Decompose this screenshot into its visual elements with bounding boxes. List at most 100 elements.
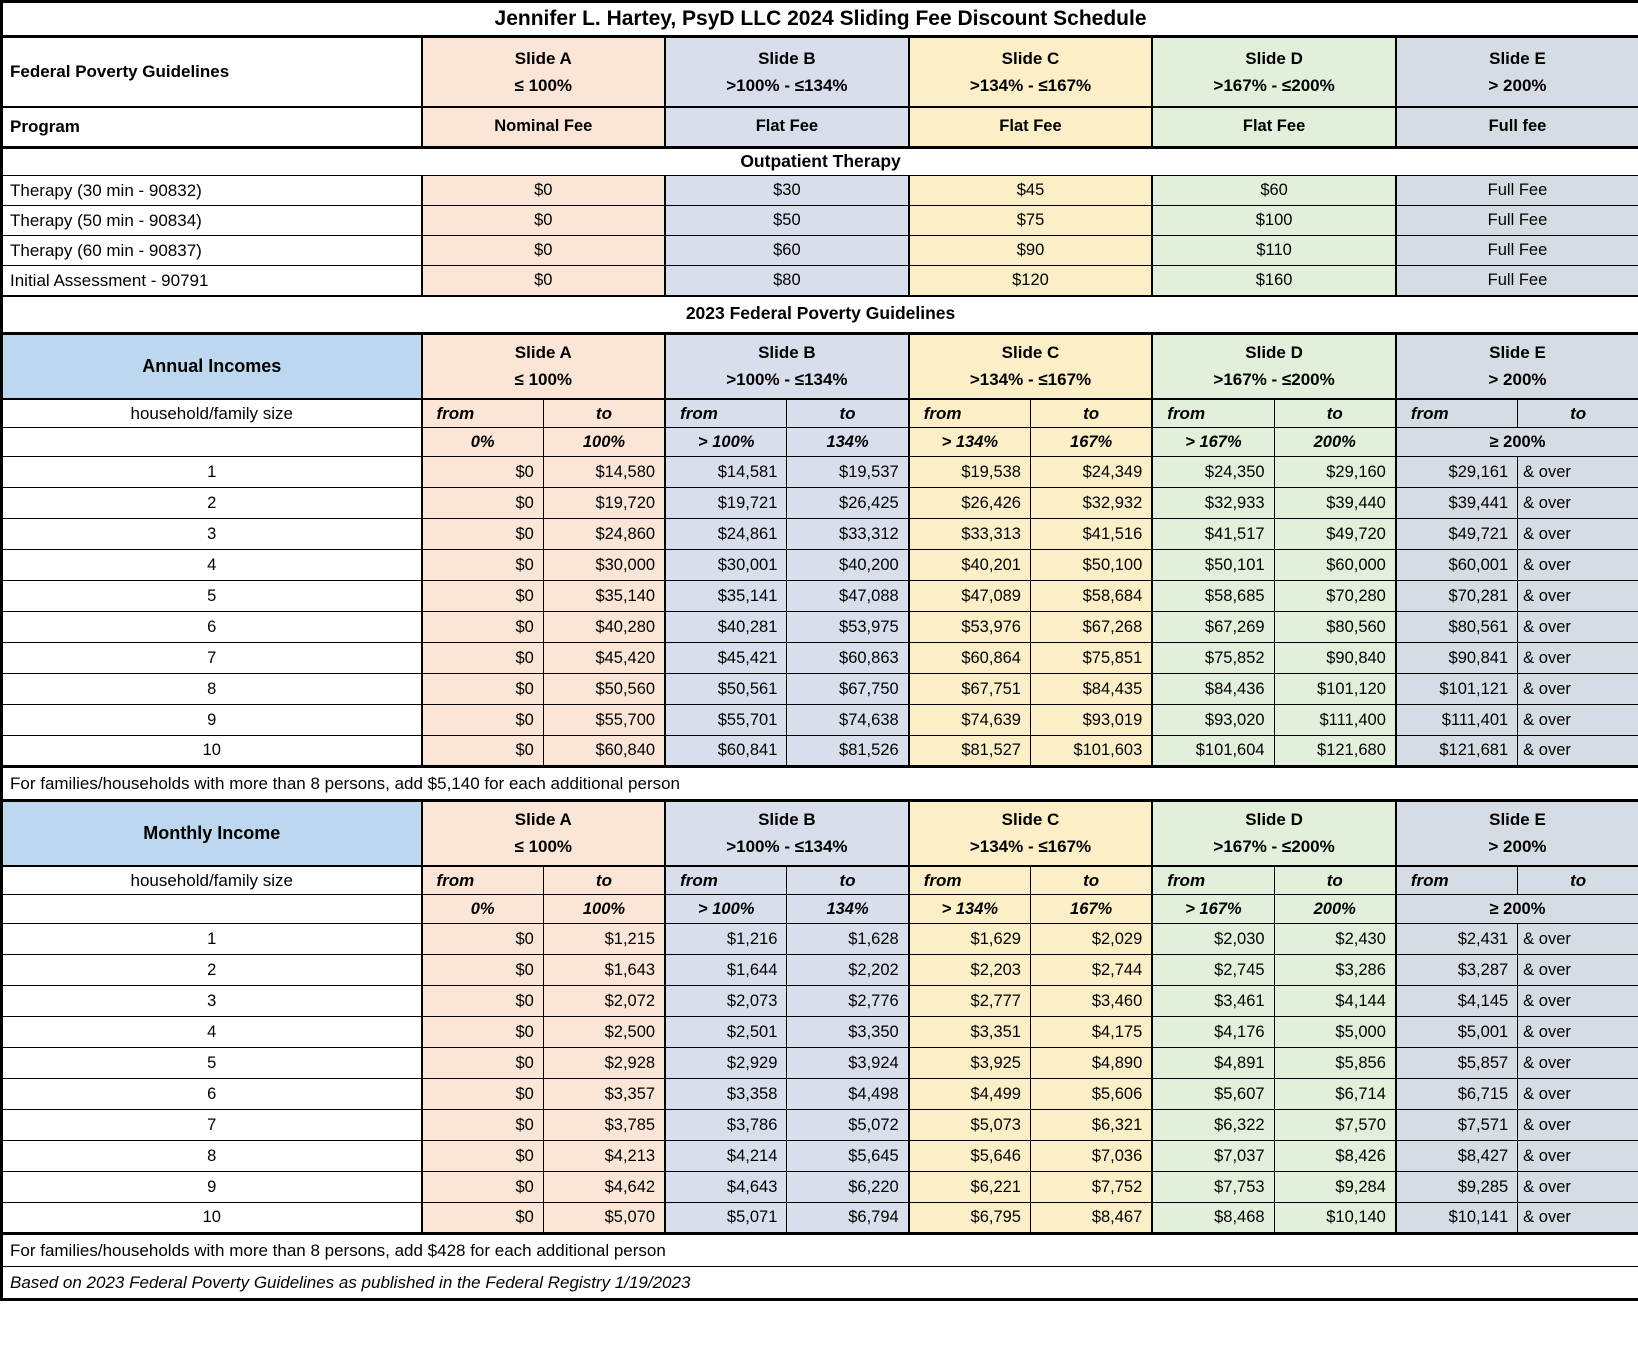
income-value-cell: $101,604 <box>1151 735 1275 767</box>
income-value-cell: $29,161 <box>1394 456 1519 488</box>
income-value-cell: $4,891 <box>1151 1047 1275 1079</box>
income-value-cell: & over <box>1517 642 1638 674</box>
income-value-cell: $4,145 <box>1394 985 1519 1017</box>
income-value-cell: $0 <box>420 1171 544 1203</box>
income-table-row: 2 $0 $19,720 $19,721 $26,425 $26,426 $32,932 $3… <box>1 487 1638 519</box>
income-value-cell: & over <box>1517 580 1638 612</box>
income-value-cell: $45,421 <box>664 642 788 674</box>
percent-cell: 167% <box>1029 427 1153 457</box>
slide-c-range: >134% - ≤167% <box>969 370 1092 390</box>
income-value-cell: $4,144 <box>1273 985 1397 1017</box>
from-label: from <box>1394 397 1519 428</box>
percent-cell: 0% <box>420 427 544 457</box>
income-value-cell: $5,607 <box>1151 1078 1275 1110</box>
income-value-cell: $5,001 <box>1394 1016 1519 1048</box>
income-value-cell: $2,029 <box>1029 923 1153 955</box>
income-value-cell: $6,795 <box>907 1202 1031 1234</box>
income-value-cell: $1,629 <box>907 923 1031 955</box>
income-value-cell: $2,431 <box>1394 923 1519 955</box>
income-table-row: 1 $0 $14,580 $14,581 $19,537 $19,538 $24,349 $2… <box>1 456 1638 488</box>
income-value-cell: $35,141 <box>664 580 788 612</box>
income-value-cell: $9,284 <box>1273 1171 1397 1203</box>
income-value-cell: $19,721 <box>664 487 788 519</box>
income-table-row: 5 $0 $2,928 $2,929 $3,924 $3,925 $4,890 $4,891 $… <box>1 1047 1638 1079</box>
income-table-row: 4 $0 $2,500 $2,501 $3,350 $3,351 $4,175 $4,176 $… <box>1 1016 1638 1048</box>
percent-cell: > 100% <box>664 894 788 924</box>
income-value-cell: $14,580 <box>542 456 666 488</box>
monthly-income-section: Monthly Income Slide A ≤ 100% Slide B >1… <box>1 799 1638 924</box>
income-value-cell: $3,925 <box>907 1047 1031 1079</box>
service-fee-cell: $120 <box>907 265 1153 296</box>
income-value-cell: $60,001 <box>1394 549 1519 581</box>
income-value-cell: $39,441 <box>1394 487 1519 519</box>
income-value-cell: $2,777 <box>907 985 1031 1017</box>
income-table-row: 3 $0 $24,860 $24,861 $33,312 $33,313 $41,516 $4… <box>1 518 1638 550</box>
service-fee-cell: Full Fee <box>1394 205 1638 236</box>
income-value-cell: $0 <box>420 611 544 643</box>
income-value-cell: $2,745 <box>1151 954 1275 986</box>
slide-a-range: ≤ 100% <box>514 837 573 857</box>
income-value-cell: $0 <box>420 518 544 550</box>
annual-incomes-header: Annual Incomes <box>1 332 422 399</box>
income-value-cell: $2,929 <box>664 1047 788 1079</box>
income-value-cell: $4,643 <box>664 1171 788 1203</box>
income-value-cell: & over <box>1517 518 1638 550</box>
slide-d-fee-type: Flat Fee <box>1151 105 1397 148</box>
income-value-cell: $75,852 <box>1151 642 1275 674</box>
income-value-cell: $6,221 <box>907 1171 1031 1203</box>
household-size-cell: 7 <box>1 642 422 674</box>
income-value-cell: $67,268 <box>1029 611 1153 643</box>
slide-a-header: Slide A ≤ 100% <box>420 799 666 866</box>
service-fee-cell: $60 <box>1151 175 1397 206</box>
income-value-cell: $2,501 <box>664 1016 788 1048</box>
household-size-cell: 2 <box>1 954 422 986</box>
income-value-cell: $2,430 <box>1273 923 1397 955</box>
income-value-cell: $33,313 <box>907 518 1031 550</box>
income-table-row: 9 $0 $4,642 $4,643 $6,220 $6,221 $7,752 $7,753 $… <box>1 1171 1638 1203</box>
income-value-cell: $55,701 <box>664 704 788 736</box>
income-value-cell: $26,426 <box>907 487 1031 519</box>
income-value-cell: $4,642 <box>542 1171 666 1203</box>
from-label: from <box>1151 397 1275 428</box>
sliding-fee-schedule-table: Jennifer L. Hartey, PsyD LLC 2024 Slidin… <box>0 0 1638 1301</box>
household-size-label: household/family size <box>1 397 422 428</box>
household-size-cell: 1 <box>1 923 422 955</box>
income-value-cell: $121,681 <box>1394 735 1519 767</box>
income-value-cell: $6,794 <box>786 1202 910 1234</box>
income-value-cell: $35,140 <box>542 580 666 612</box>
income-value-cell: $121,680 <box>1273 735 1397 767</box>
slide-c-name: Slide C <box>1001 810 1060 830</box>
service-fee-cell: $75 <box>907 205 1153 236</box>
income-value-cell: $4,498 <box>786 1078 910 1110</box>
from-label: from <box>664 864 788 895</box>
income-value-cell: $49,720 <box>1273 518 1397 550</box>
income-value-cell: $84,435 <box>1029 673 1153 705</box>
percent-cell: 167% <box>1029 894 1153 924</box>
to-label: to <box>1029 864 1153 895</box>
household-size-cell: 9 <box>1 704 422 736</box>
income-value-cell: $40,201 <box>907 549 1031 581</box>
slide-a-name: Slide A <box>514 343 572 363</box>
footer-note: Based on 2023 Federal Poverty Guidelines… <box>0 1266 1638 1300</box>
income-value-cell: $29,160 <box>1273 456 1397 488</box>
percent-cell: 134% <box>786 894 910 924</box>
household-size-cell: 2 <box>1 487 422 519</box>
slide-b-range: >100% - ≤134% <box>726 837 848 857</box>
income-value-cell: $101,121 <box>1394 673 1519 705</box>
income-value-cell: $30,001 <box>664 549 788 581</box>
to-label: to <box>1517 397 1638 428</box>
percent-cell: ≥ 200% <box>1394 894 1638 924</box>
from-label: from <box>664 397 788 428</box>
income-value-cell: $40,281 <box>664 611 788 643</box>
slide-e-range: > 200% <box>1488 370 1547 390</box>
income-value-cell: $74,639 <box>907 704 1031 736</box>
from-label: from <box>907 397 1031 428</box>
income-value-cell: $81,526 <box>786 735 910 767</box>
annual-income-section: Annual Incomes Slide A ≤ 100% Slide B >1… <box>1 332 1638 457</box>
slide-b-name: Slide B <box>758 48 816 68</box>
household-size-label: household/family size <box>1 864 422 895</box>
annual-note-section: For families/households with more than 8… <box>0 765 1638 801</box>
monthly-note: For families/households with more than 8… <box>0 1232 1638 1267</box>
income-value-cell: $47,088 <box>786 580 910 612</box>
service-fee-cell: $0 <box>420 205 666 236</box>
